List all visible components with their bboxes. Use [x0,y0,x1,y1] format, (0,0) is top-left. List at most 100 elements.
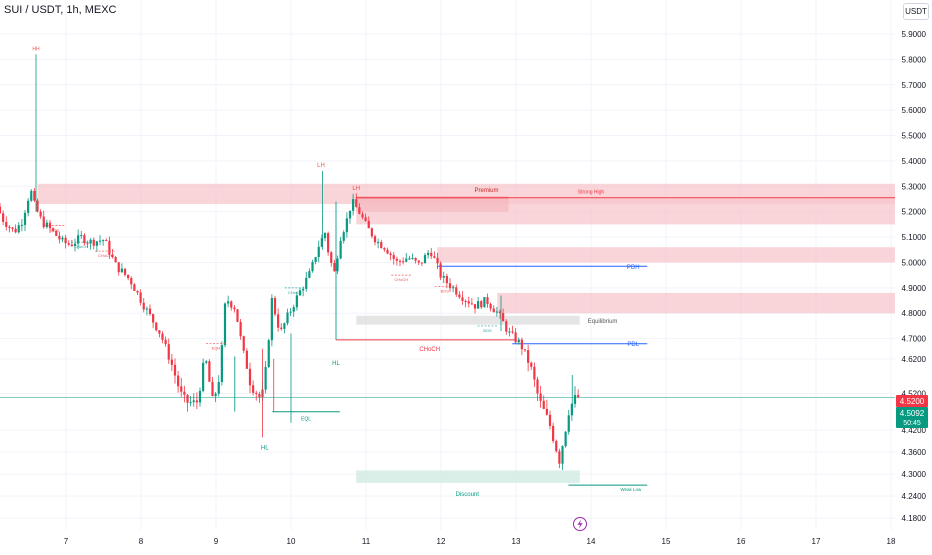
candle-body [314,257,317,262]
level-label: CHoCH [419,347,440,353]
candle-body [173,364,177,376]
price-label: 4.2400 [902,492,927,501]
candle-body [111,254,114,258]
candle-body [330,252,333,263]
candle-body [370,228,373,237]
price-label: 4.8000 [902,309,927,318]
candle-body [402,261,405,263]
time-label: 18 [887,537,896,546]
swing-label-lh: LH [317,163,325,169]
candle-body [302,288,305,291]
price-label: 5.1000 [902,233,927,242]
candle-body [23,212,27,225]
lightning-icon[interactable] [573,517,587,531]
candle-body [273,297,277,315]
candle-body [508,331,511,333]
price-label: 5.5000 [902,132,927,141]
candle-body [108,240,111,255]
price-label: 5.3000 [902,182,927,191]
high-price-badge-text: 4.5200 [900,397,925,406]
candle-body [205,361,208,363]
candle-body [373,236,377,243]
candle-body [142,302,145,310]
candle-body [320,238,323,247]
time-label: 13 [512,537,521,546]
candle-body [380,242,383,249]
zone-label: Equilibrium [588,319,618,325]
structure-label: BOS [51,228,60,233]
candle-body [489,303,492,309]
candle-body [295,295,298,308]
candle-body [245,350,248,369]
candle-body [167,344,170,360]
candle-body [577,395,580,398]
candle-body [198,390,202,403]
candle-body [58,235,61,240]
symbol-title[interactable]: SUI / USDT, 1h, MEXC [4,4,117,16]
candle-body [517,339,520,343]
candle-body [461,297,464,301]
candle-body [323,233,327,239]
candle-body [83,235,86,244]
candle-body [183,391,186,395]
candle-body [395,258,398,261]
structure-label: CHoCH [98,253,112,258]
candle-body [95,241,98,246]
candle-body [573,395,577,404]
candle-body [267,340,270,368]
candle-body [286,312,289,324]
candle-body [545,408,548,415]
candle-body [355,199,358,208]
candle-body [2,213,5,222]
price-label: 4.3600 [902,448,927,457]
candle-body [20,224,23,226]
candle-body [77,235,80,244]
candle-body [414,258,417,261]
zones-layer: Premium Equilibrium Discount [37,183,895,498]
time-label: 14 [587,537,596,546]
candle-body [442,276,445,278]
candle-body [80,235,83,237]
structure-label: CHoCH [394,277,408,282]
zone-block [437,247,895,263]
candle-body [258,393,261,398]
candle-body [483,297,486,308]
candle-body [114,257,117,263]
price-label: 4.4200 [902,426,927,435]
candle-body [123,268,127,275]
candle-body [292,307,295,312]
candle-body [433,256,436,258]
candle-body [36,200,39,212]
candle-body [367,220,370,229]
candle-body [498,311,502,314]
candle-body [564,431,567,447]
level-label: EQL [301,417,311,423]
candle-body [520,339,523,350]
candle-body [348,210,352,219]
candle-body [102,240,105,242]
candle-body [248,368,252,386]
axes-layer[interactable]: 5.9000 5.8000 5.7000 5.6000 5.5000 5.4000 5.30… [64,30,927,546]
candle-body [233,307,236,310]
candle-body [61,237,64,240]
candle-body [364,217,367,221]
candle-body [98,240,102,242]
candle-body [17,225,20,233]
candle-body [152,314,155,323]
price-label: 5.4000 [902,157,927,166]
candle-body [242,336,245,351]
candle-body [127,274,130,279]
time-label: 8 [139,537,144,546]
candle-body [336,258,339,272]
candle-body [64,237,67,244]
currency-button[interactable]: USDT [903,3,929,20]
candle-body [86,243,89,245]
candle-body [358,207,361,214]
swing-label-hl: HL [261,446,269,452]
candle-body [423,255,427,264]
candle-body [473,304,477,309]
candle-body [202,362,205,391]
candle-body [561,446,564,464]
